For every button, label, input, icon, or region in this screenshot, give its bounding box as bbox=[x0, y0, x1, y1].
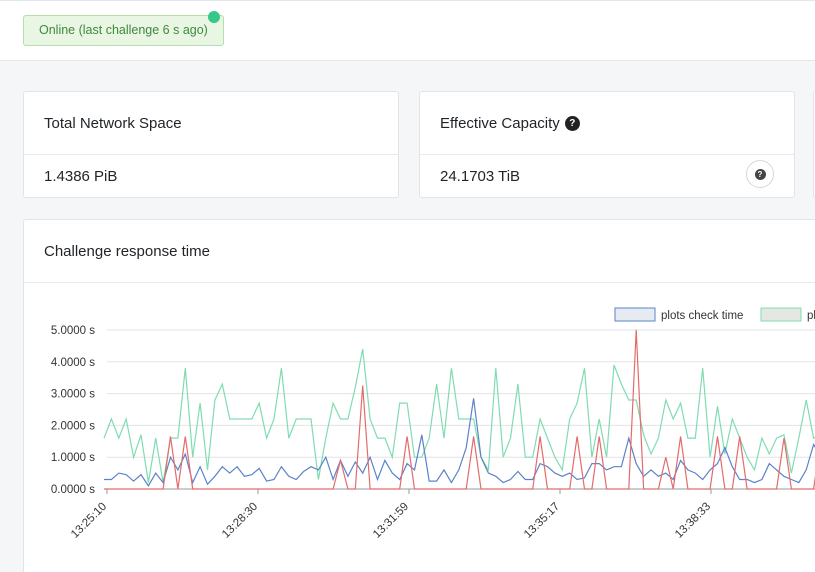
online-indicator-icon bbox=[208, 11, 220, 23]
legend-label-plots-check-time: plots check time bbox=[661, 310, 743, 322]
chart-title: Challenge response time bbox=[24, 220, 815, 283]
top-bar: Online (last challenge 6 s ago) bbox=[0, 0, 815, 61]
effective-capacity-body: 24.1703 TiB ? bbox=[420, 155, 794, 198]
x-tick-label: 13:28:30 bbox=[220, 501, 260, 541]
help-button[interactable]: ? bbox=[746, 160, 774, 188]
challenge-response-card: Challenge response time 0.0000 s 1.0000 s… bbox=[23, 219, 815, 572]
series-line-2 bbox=[104, 329, 815, 490]
status-badge: Online (last challenge 6 s ago) bbox=[23, 15, 224, 46]
partial-card bbox=[813, 91, 815, 198]
x-tick-label: 13:35:17 bbox=[522, 501, 562, 541]
legend-swatch-blue bbox=[614, 307, 656, 322]
question-circle-icon[interactable]: ? bbox=[564, 115, 580, 131]
x-tick-label: 13:38:33 bbox=[673, 501, 713, 541]
x-tick-label: 13:31:59 bbox=[371, 501, 411, 541]
y-tick-label: 4.0000 s bbox=[51, 357, 95, 369]
y-tick-label: 5.0000 s bbox=[51, 325, 95, 337]
effective-capacity-card: Effective Capacity ? 24.1703 TiB ? bbox=[419, 91, 795, 198]
y-tick-label: 1.0000 s bbox=[51, 452, 95, 464]
network-space-value: 1.4386 PiB bbox=[44, 168, 118, 185]
top-divider bbox=[0, 0, 815, 1]
effective-capacity-value: 24.1703 TiB bbox=[440, 168, 521, 185]
series-line-1 bbox=[103, 348, 815, 483]
y-tick-label: 2.0000 s bbox=[51, 420, 95, 432]
response-time-chart: 0.0000 s 1.0000 s 2.0000 s 3.0000 s 4.0000 s… bbox=[51, 307, 815, 541]
network-space-card: Total Network Space 1.4386 PiB bbox=[23, 91, 399, 198]
legend-label-pl: pl bbox=[807, 310, 815, 322]
network-space-title: Total Network Space bbox=[24, 92, 398, 155]
effective-capacity-header: Effective Capacity ? bbox=[420, 92, 794, 155]
legend-swatch-green bbox=[760, 307, 802, 322]
main-content: Total Network Space 1.4386 PiB Effective… bbox=[0, 61, 815, 572]
effective-capacity-title: Effective Capacity bbox=[440, 114, 560, 132]
y-tick-label: 3.0000 s bbox=[51, 389, 95, 401]
series-line-0 bbox=[104, 398, 815, 487]
x-tick-label: 13:25:10 bbox=[69, 501, 109, 541]
y-tick-label: 0.0000 s bbox=[51, 484, 95, 496]
question-icon: ? bbox=[754, 168, 766, 180]
